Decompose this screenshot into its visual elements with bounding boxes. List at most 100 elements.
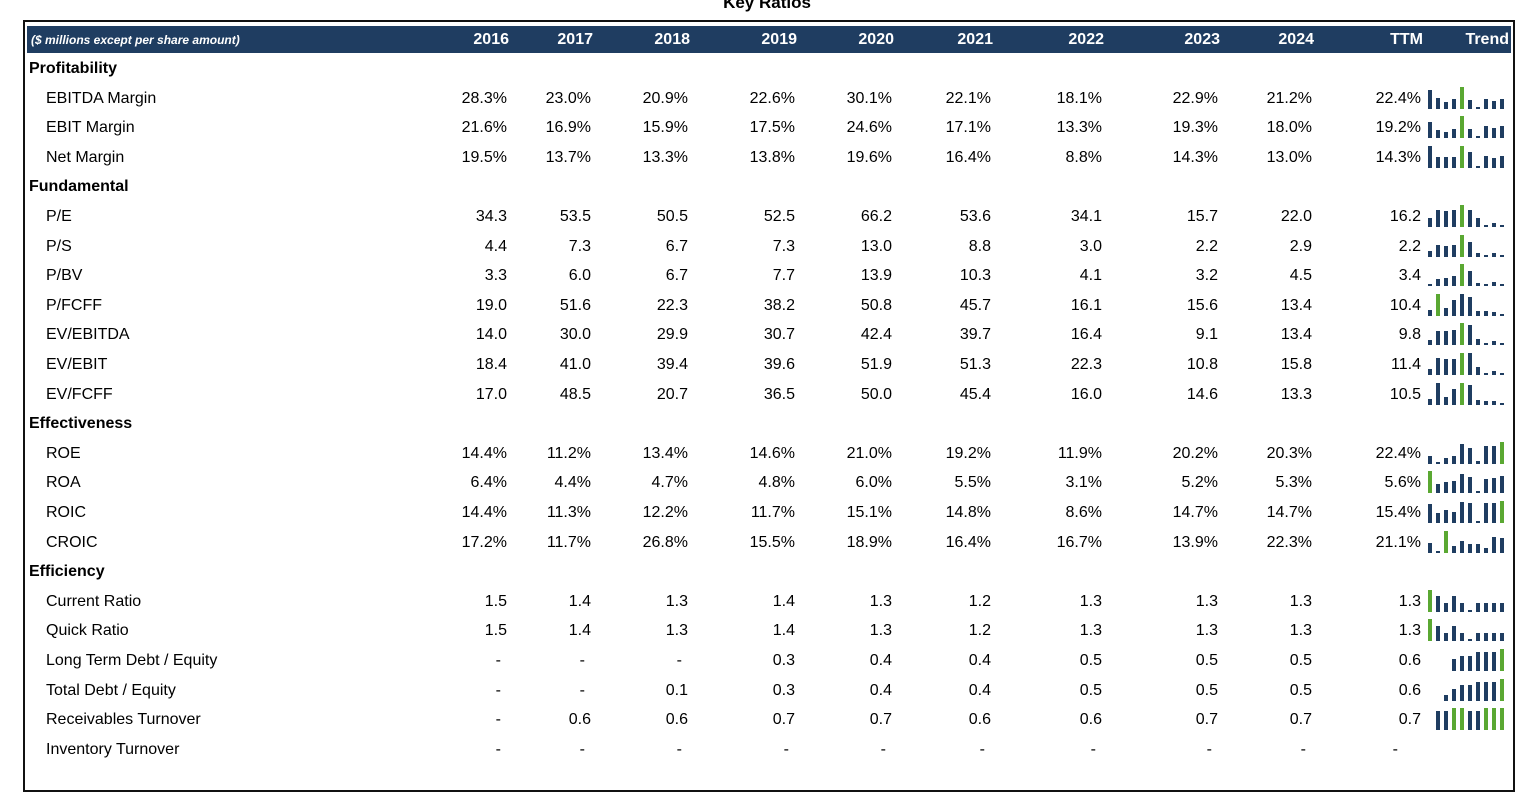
- trend-bar: [1428, 619, 1432, 642]
- cell-value: 1.4: [772, 622, 795, 640]
- trend-bar: [1460, 382, 1464, 405]
- cell-value: 1.3: [1079, 592, 1102, 610]
- section-row: Profitability: [25, 54, 1513, 83]
- ttm-header: TTM: [1390, 31, 1423, 48]
- cell-value: 14.7%: [1172, 504, 1218, 521]
- ttm-value: 19.2%: [1375, 119, 1421, 137]
- cell-value: 0.5: [1079, 681, 1102, 699]
- cell-value: 3.0: [1079, 237, 1102, 255]
- trend-bar: [1476, 311, 1480, 316]
- trend-bar: [1428, 309, 1432, 316]
- trend-bar: [1452, 210, 1456, 227]
- trend-bar: [1460, 501, 1464, 523]
- trend-bar: [1484, 652, 1488, 671]
- cell-value: 13.7%: [545, 148, 591, 166]
- section-label: Profitability: [29, 60, 118, 77]
- cell-value: 14.4%: [461, 444, 507, 462]
- metric-label: P/E: [46, 208, 72, 225]
- trend-bar: [1500, 538, 1504, 553]
- cell-value: 3.1%: [1065, 474, 1102, 492]
- trend-bar: [1484, 155, 1488, 168]
- trend-bar: [1476, 367, 1480, 375]
- cell-value: 0.4: [968, 652, 991, 669]
- cell-value: 0.7: [1195, 711, 1218, 729]
- trend-bar: [1492, 681, 1496, 701]
- ttm-value: -: [1392, 740, 1398, 758]
- cell-value: 15.8: [1280, 356, 1312, 373]
- cell-value: 0.5: [1195, 681, 1218, 699]
- trend-bar: [1444, 530, 1448, 553]
- cell-value: 18.1%: [1056, 89, 1102, 107]
- cell-value: 15.1%: [846, 504, 892, 521]
- cell-value: 0.5: [1079, 652, 1102, 669]
- cell-value: 13.3%: [1056, 119, 1102, 137]
- cell-value: 4.7%: [651, 474, 688, 492]
- cell-value: 1.5: [484, 592, 507, 610]
- cell-value: 16.4%: [945, 533, 991, 551]
- cell-value: 41.0: [559, 356, 591, 373]
- trend-bar: [1500, 313, 1504, 316]
- metric-label: EBITDA Margin: [46, 89, 157, 107]
- section-label: Fundamental: [29, 178, 129, 196]
- cell-value: 8.6%: [1065, 504, 1102, 521]
- trend-bar: [1468, 242, 1472, 257]
- trend-bar: [1444, 711, 1448, 731]
- cell-value: 19.2%: [945, 444, 991, 462]
- trend-sparkline: [1428, 382, 1510, 405]
- trend-bar: [1428, 543, 1432, 553]
- ttm-value: 14.3%: [1375, 148, 1421, 166]
- trend-bar: [1428, 369, 1432, 375]
- cell-value: 8.8: [968, 237, 991, 255]
- ttm-value: 9.8: [1398, 326, 1421, 344]
- metric-label: P/S: [46, 237, 72, 255]
- trend-bar: [1452, 481, 1456, 494]
- trend-bar: [1460, 116, 1464, 139]
- trend-bar: [1436, 711, 1440, 731]
- trend-bar: [1476, 217, 1480, 227]
- trend-bar: [1444, 695, 1448, 701]
- table-row: P/E 34.3 53.5 50.5 52.5 66.2 53.6 34.1 15.7 22.0 1…: [25, 202, 1513, 231]
- cell-value: 22.0: [1280, 208, 1312, 225]
- cell-value: 10.3: [959, 267, 991, 285]
- trend-bar: [1460, 294, 1464, 316]
- table-row: Quick Ratio 1.5 1.4 1.3 1.4 1.3 1.2 1.3 1.3 1.3 1.…: [25, 616, 1513, 645]
- cell-value: 20.7: [656, 385, 688, 403]
- trend-bar: [1436, 98, 1440, 109]
- trend-bar: [1476, 165, 1480, 168]
- trend-bar: [1500, 99, 1504, 109]
- cell-value: 4.5: [1289, 267, 1312, 285]
- trend-bar: [1492, 503, 1496, 523]
- cell-value: -: [1090, 740, 1096, 758]
- cell-value: 19.0: [475, 296, 507, 314]
- cell-value: 15.5%: [749, 533, 795, 551]
- trend-bar: [1492, 478, 1496, 494]
- cell-value: 50.8: [860, 296, 892, 314]
- cell-value: 16.1: [1070, 296, 1102, 314]
- metric-label: Receivables Turnover: [46, 711, 201, 729]
- cell-value: 53.6: [959, 208, 991, 225]
- trend-bar: [1444, 397, 1448, 405]
- trend-bar: [1460, 444, 1464, 464]
- year-header: 2018: [654, 31, 690, 48]
- cell-value: -: [783, 740, 789, 758]
- metric-label: Quick Ratio: [46, 622, 129, 640]
- cell-value: 0.5: [1195, 652, 1218, 669]
- cell-value: 11.7%: [546, 533, 591, 551]
- cell-value: -: [676, 740, 682, 758]
- cell-value: -: [495, 681, 501, 699]
- trend-bar: [1492, 708, 1496, 731]
- ttm-value: 21.1%: [1375, 533, 1421, 551]
- cell-value: 11.9%: [1057, 444, 1102, 462]
- section-row: Fundamental: [25, 172, 1513, 201]
- ttm-value: 15.4%: [1375, 504, 1421, 521]
- trend-sparkline: [1428, 323, 1510, 346]
- cell-value: 8.8%: [1065, 148, 1102, 166]
- trend-bar: [1444, 277, 1448, 287]
- trend-sparkline: [1428, 649, 1510, 671]
- trend-bar: [1484, 373, 1488, 375]
- trend-bar: [1492, 158, 1496, 168]
- cell-value: -: [880, 740, 886, 758]
- trend-bar: [1452, 128, 1456, 139]
- trend-bar: [1468, 296, 1472, 316]
- cell-value: 14.0: [475, 326, 507, 344]
